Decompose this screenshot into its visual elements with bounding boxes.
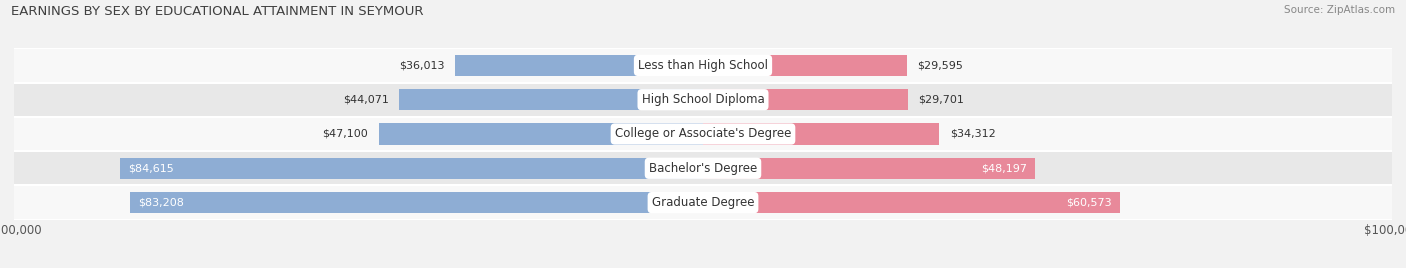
Text: $84,615: $84,615 [128, 163, 174, 173]
Text: $34,312: $34,312 [949, 129, 995, 139]
Text: Graduate Degree: Graduate Degree [652, 196, 754, 209]
Bar [14, 48, 1392, 83]
Text: College or Associate's Degree: College or Associate's Degree [614, 128, 792, 140]
Bar [14, 83, 1392, 117]
Text: $83,208: $83,208 [138, 198, 184, 208]
Text: Bachelor's Degree: Bachelor's Degree [650, 162, 756, 175]
Bar [14, 185, 1392, 220]
Bar [120, 158, 703, 179]
Bar [703, 158, 1035, 179]
Text: $29,595: $29,595 [917, 60, 963, 70]
Text: $44,071: $44,071 [343, 95, 389, 105]
Bar [399, 89, 703, 110]
Bar [703, 89, 908, 110]
Bar [378, 123, 703, 145]
Bar [703, 192, 1121, 213]
Text: Less than High School: Less than High School [638, 59, 768, 72]
Text: $29,701: $29,701 [918, 95, 965, 105]
Bar [14, 117, 1392, 151]
Text: High School Diploma: High School Diploma [641, 93, 765, 106]
Bar [703, 55, 907, 76]
Text: $36,013: $36,013 [399, 60, 444, 70]
Bar [456, 55, 703, 76]
Text: EARNINGS BY SEX BY EDUCATIONAL ATTAINMENT IN SEYMOUR: EARNINGS BY SEX BY EDUCATIONAL ATTAINMEN… [11, 5, 423, 18]
Bar [703, 123, 939, 145]
Text: $47,100: $47,100 [322, 129, 368, 139]
Bar [129, 192, 703, 213]
Text: $48,197: $48,197 [981, 163, 1026, 173]
Text: $60,573: $60,573 [1066, 198, 1112, 208]
Bar [14, 151, 1392, 185]
Text: Source: ZipAtlas.com: Source: ZipAtlas.com [1284, 5, 1395, 15]
